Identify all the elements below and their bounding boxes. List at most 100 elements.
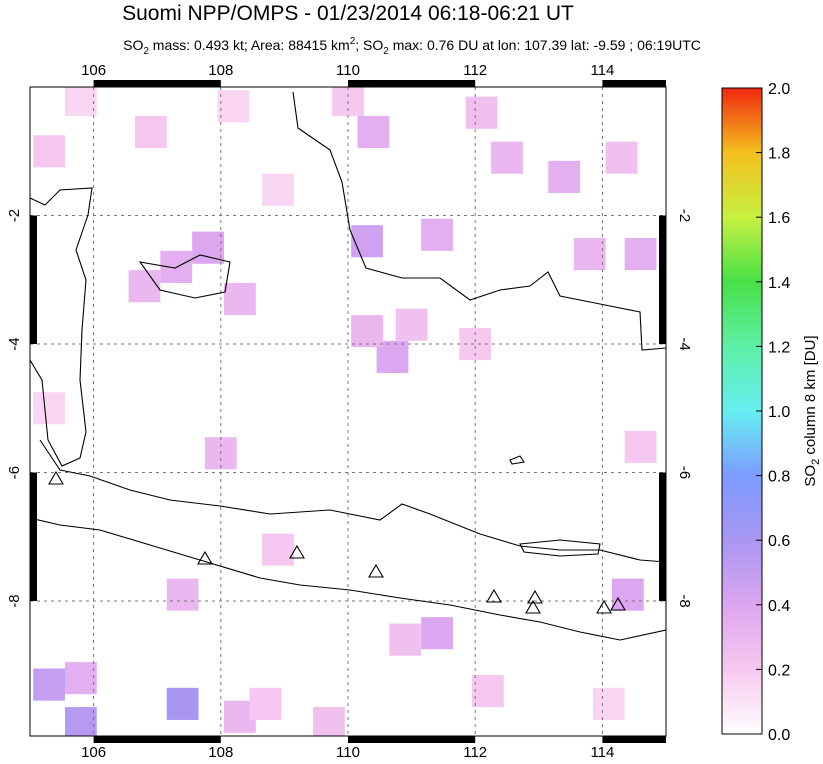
frame-bar — [659, 215, 666, 345]
frame-bar — [93, 80, 221, 87]
coastline — [30, 187, 93, 467]
volcano — [525, 599, 541, 614]
so2-cell — [166, 687, 199, 720]
coastline — [138, 254, 231, 299]
x-tick-label-top: 114 — [590, 62, 614, 79]
coastline — [30, 439, 666, 641]
coastline — [292, 91, 666, 351]
colorbar-ticks: 0.0 0.2 0.4 0.6 0.8 1.0 1.2 1.4 1.6 1.8 2.0 — [756, 81, 790, 744]
y-tick-label-right: -2 — [676, 209, 693, 222]
so2-cell — [573, 238, 606, 271]
subtitle-part: max: 0.76 DU at lon: 107.39 lat: -9.59 ;… — [389, 37, 701, 53]
colorbar-tick-label: 1.4 — [768, 275, 790, 292]
so2-cell — [217, 90, 250, 123]
volcano — [289, 544, 305, 559]
colorbar-label-part: column 8 km [DU] — [802, 335, 819, 458]
so2-cell — [64, 662, 97, 695]
so2-cell — [611, 578, 644, 611]
frame-bar — [348, 736, 476, 743]
y-tick-label-left: -8 — [6, 594, 23, 607]
frame-bar — [602, 736, 666, 743]
colorbar-tick-label: 0.6 — [768, 533, 790, 550]
subtitle-part: ; SO — [355, 37, 383, 53]
so2-cell — [192, 231, 224, 264]
y-tick-label-right: -8 — [676, 594, 693, 607]
colorbar-tick-label: 0.0 — [768, 727, 790, 744]
so2-cell — [351, 315, 383, 348]
x-tick-label-top: 106 — [81, 62, 106, 79]
colorbar-tick-label: 0.8 — [768, 469, 790, 486]
volcano — [48, 470, 64, 485]
volcano — [596, 599, 612, 614]
x-tick-label-bottom: 106 — [81, 744, 106, 759]
coastline — [509, 455, 525, 465]
so2-cell — [605, 141, 638, 174]
so2-cell — [472, 674, 504, 708]
so2-cell — [64, 87, 97, 116]
so2-cell — [262, 533, 294, 566]
so2-cell — [624, 238, 657, 271]
x-tick-label-bottom: 110 — [336, 744, 360, 759]
colorbar-tick-label: 1.8 — [768, 146, 790, 163]
subtitle-part: SO — [123, 37, 143, 53]
subtitle-part: mass: 0.493 kt; Area: 88415 km — [149, 37, 350, 53]
so2-cell — [128, 270, 161, 303]
x-tick-label-top: 110 — [336, 62, 360, 79]
so2-cell — [262, 173, 294, 206]
so2-cell — [351, 225, 383, 258]
volcano — [610, 596, 626, 611]
so2-cell — [389, 623, 422, 656]
colorbar-tick-label: 1.2 — [768, 339, 790, 356]
volcano — [197, 550, 213, 565]
so2-cell — [548, 160, 581, 194]
so2-cell — [465, 96, 498, 129]
so2-cell — [166, 578, 199, 611]
frame-bar — [30, 215, 37, 345]
frame-bar — [659, 472, 666, 602]
subtitle: SO2 mass: 0.493 kt; Area: 88415 km2; SO2… — [123, 36, 701, 57]
so2-cell — [64, 707, 97, 736]
so2-cell — [33, 392, 65, 425]
colorbar-label: SO2 column 8 km [DU] — [802, 335, 822, 486]
grid — [30, 87, 666, 736]
subtitle-sup: 2 — [350, 36, 356, 47]
y-tick-label-right: -4 — [676, 337, 693, 350]
x-tick-label-top: 112 — [463, 62, 487, 79]
x-tick-label-top: 108 — [208, 62, 233, 79]
volcano — [486, 588, 502, 603]
subtitle-sub: 2 — [383, 46, 389, 57]
so2-cell — [421, 218, 453, 251]
so2-cell — [313, 707, 345, 736]
so2-cell — [592, 687, 625, 720]
so2-cell — [395, 308, 428, 341]
volcano — [368, 563, 384, 578]
so2-cell — [491, 141, 523, 174]
so2-cell — [249, 687, 282, 720]
colorbar-label-sub: 2 — [810, 459, 822, 465]
frame-bars — [30, 80, 666, 743]
y-tick-label-left: -4 — [6, 337, 23, 350]
title: Suomi NPP/OMPS - 01/23/2014 06:18-06:21 … — [122, 2, 574, 25]
colorbar-label-part: SO — [802, 465, 819, 487]
so2-cell — [33, 135, 65, 168]
frame-bar — [602, 80, 666, 87]
x-tick-label-bottom: 114 — [590, 744, 614, 759]
subtitle-sub: 2 — [143, 46, 149, 57]
cells — [33, 87, 657, 736]
coastline — [519, 539, 601, 557]
frame-bar — [93, 736, 221, 743]
so2-cell — [33, 668, 65, 701]
coastlines — [30, 91, 666, 641]
colorbar-tick-label: 1.6 — [768, 210, 790, 227]
volcanoes — [48, 470, 626, 614]
volcano — [527, 589, 543, 604]
so2-cell — [624, 430, 657, 463]
y-tick-label-left: -6 — [6, 466, 23, 479]
y-tick-label-right: -6 — [676, 466, 693, 479]
y-tick-label-left: -2 — [6, 209, 23, 222]
so2-cell — [357, 115, 390, 149]
so2-cell — [421, 617, 453, 650]
frame-bar — [348, 80, 476, 87]
colorbar-tick-label: 1.0 — [768, 404, 790, 421]
